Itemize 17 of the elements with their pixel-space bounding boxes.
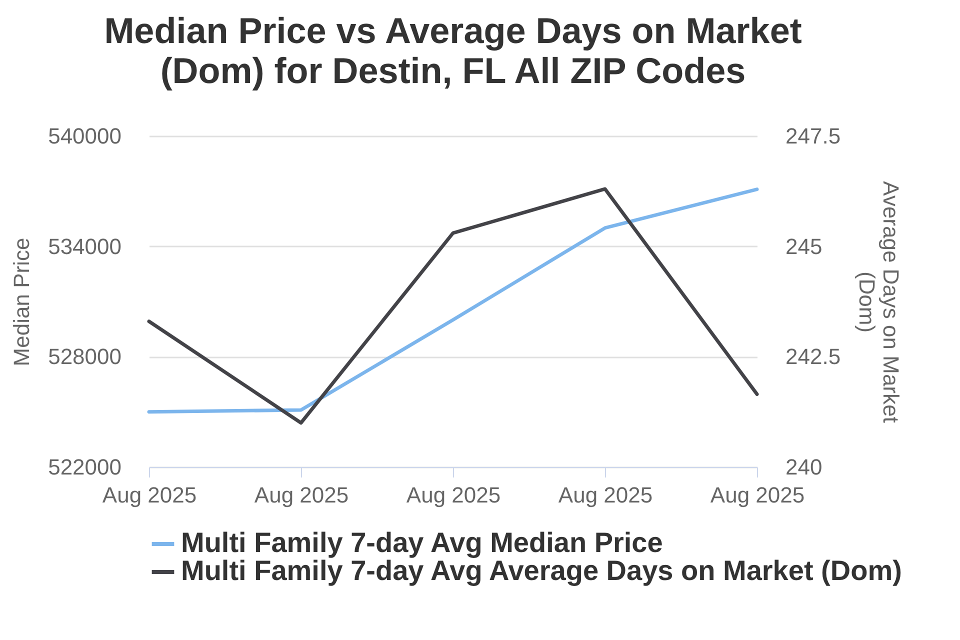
y-tick-label: 540000 — [48, 124, 122, 148]
y2-tick-label: 245 — [786, 234, 822, 259]
y-axis-title: Median Price — [9, 238, 34, 366]
x-tick-label: Aug 2025 — [406, 482, 501, 508]
y-tick-label: 528000 — [48, 344, 122, 370]
x-tick-label: Aug 2025 — [102, 482, 197, 508]
x-tick-label: Aug 2025 — [558, 482, 653, 508]
x-tick-label: Aug 2025 — [710, 482, 805, 508]
x-tick-label: Aug 2025 — [254, 482, 349, 508]
y-tick-label: 522000 — [48, 454, 122, 480]
y2-tick-label: 242.5 — [786, 344, 841, 370]
y2-tick-label: 247.5 — [786, 124, 841, 148]
y2-axis-title: Average Days on Market (Dom) — [854, 181, 904, 423]
y-tick-label: 534000 — [48, 234, 122, 259]
y2-tick-label: 240 — [786, 454, 822, 480]
legend-label: Multi Family 7-day Avg Median Price — [181, 527, 663, 558]
chart-title: Median Price vs Average Days on Market (Dom) for Destin, FL All ZIP Codes — [104, 10, 802, 91]
